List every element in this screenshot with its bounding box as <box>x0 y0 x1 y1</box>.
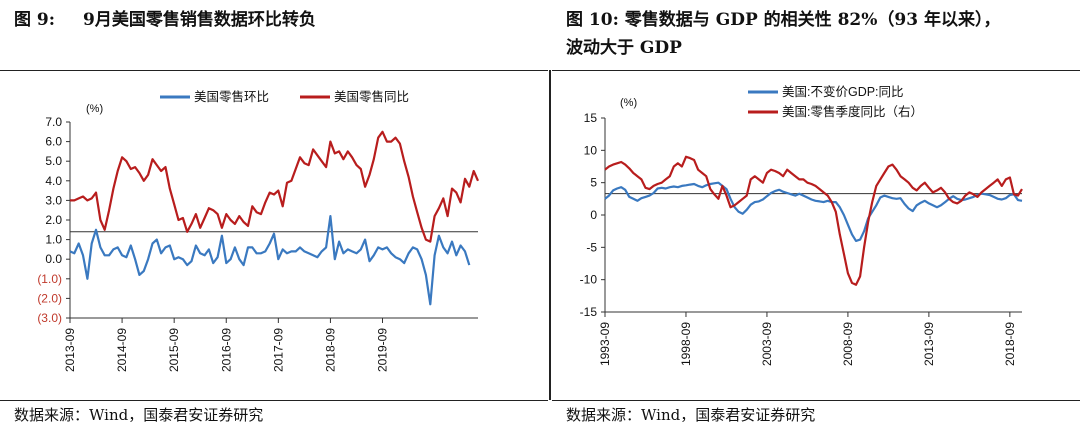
left-chart-y-tick-label: 2.0 <box>45 213 62 227</box>
left-chart-x-tick-label: 2014-09 <box>115 328 129 372</box>
right-top-rule <box>552 70 1080 71</box>
figure-10-title: 图 10: 零售数据与 GDP 的相关性 82%（93 年以来）， 波动大于 G… <box>566 6 1000 62</box>
right-chart-x-tick-label: 2003-09 <box>760 322 774 366</box>
right-chart-y-tick-label: 0 <box>590 208 597 222</box>
right-chart-legend-label-1: 美国:不变价GDP:同比 <box>782 84 904 99</box>
figure-9-heading: 9月美国零售销售数据环比转负 <box>83 10 316 30</box>
right-chart-unit-label: (%) <box>620 97 637 109</box>
right-bottom-rule <box>552 400 1080 401</box>
figure-10-heading-line2: 波动大于 GDP <box>566 38 682 58</box>
left-chart-legend-label-1: 美国零售环比 <box>194 89 269 104</box>
right-figure-panel: 图 10: 零售数据与 GDP 的相关性 82%（93 年以来）， 波动大于 G… <box>552 0 1080 435</box>
right-chart-legend-label-2: 美国:零售季度同比（右） <box>782 104 923 119</box>
figure-9-title: 图 9: 9月美国零售销售数据环比转负 <box>14 6 316 34</box>
right-line-chart: 15 10 5 0 -5 -10 -15 (%) 1993-09 1998-09 2003-09 20… <box>580 84 1023 366</box>
left-chart-x-tick-label: 2018-09 <box>323 328 337 372</box>
left-chart-series-line-1 <box>69 215 471 306</box>
right-chart-y-tick-label: 15 <box>584 111 598 125</box>
panel-divider <box>549 70 551 400</box>
left-chart-y-tick-label: 3.0 <box>45 193 62 207</box>
left-chart-unit-label: (%) <box>86 103 103 115</box>
left-chart-series-line-2 <box>70 130 480 243</box>
left-chart-y-tick-label: 5.0 <box>45 154 62 168</box>
right-chart-x-tick-label: 2008-09 <box>841 322 855 366</box>
right-chart-series-line-2 <box>604 155 1023 286</box>
left-chart-y-tick-label: 7.0 <box>45 115 62 129</box>
right-chart-y-tick-label: -15 <box>580 305 598 319</box>
right-chart-y-tick-label: 5 <box>590 176 597 190</box>
left-chart-x-tick-label: 2013-09 <box>63 328 77 372</box>
right-chart-x-tick-label: 2013-09 <box>922 322 936 366</box>
left-chart-legend-label-2: 美国零售同比 <box>334 89 409 104</box>
right-chart-x-tick-label: 2018-09 <box>1003 322 1017 366</box>
right-chart-y-tick-label: -5 <box>586 240 597 254</box>
left-chart-y-tick-label: 4.0 <box>45 174 62 188</box>
right-source-note: 数据来源：Wind，国泰君安证券研究 <box>566 406 816 424</box>
right-chart-y-tick-label: 10 <box>584 143 598 157</box>
left-chart-y-tick-label: (1.0) <box>37 272 62 286</box>
left-top-rule <box>0 70 548 71</box>
right-chart-y-tick-label: -10 <box>580 273 598 287</box>
left-chart-x-tick-label: 2016-09 <box>219 328 233 372</box>
left-chart-x-tick-label: 2017-09 <box>271 328 285 372</box>
right-chart-series-line-1 <box>604 181 1023 242</box>
left-chart-y-tick-label: (3.0) <box>37 311 62 325</box>
left-chart-y-tick-label: 0.0 <box>45 252 62 266</box>
left-chart-y-tick-label: (2.0) <box>37 291 62 305</box>
figure-9-label: 图 9: <box>14 10 56 30</box>
figure-10-label: 图 10: <box>566 10 619 30</box>
left-source-note: 数据来源：Wind，国泰君安证券研究 <box>14 406 264 424</box>
left-figure-panel: 图 9: 9月美国零售销售数据环比转负 7.0 6.0 5.0 4.0 3.0 2.0 1.0… <box>0 6 548 424</box>
left-chart-x-tick-label: 2019-09 <box>376 328 390 372</box>
left-chart-x-tick-label: 2015-09 <box>167 328 181 372</box>
left-bottom-rule <box>0 400 548 401</box>
left-line-chart: 7.0 6.0 5.0 4.0 3.0 2.0 1.0 0.0 (1.0) (2.0) (3.0) (… <box>37 89 480 372</box>
left-chart-y-tick-label: 6.0 <box>45 135 62 149</box>
right-chart-x-tick-label: 1993-09 <box>598 322 612 366</box>
left-chart-y-tick-label: 1.0 <box>45 233 62 247</box>
figure-10-heading-line1: 零售数据与 GDP 的相关性 82%（93 年以来）， <box>624 10 1001 30</box>
right-chart-x-tick-label: 1998-09 <box>679 322 693 366</box>
